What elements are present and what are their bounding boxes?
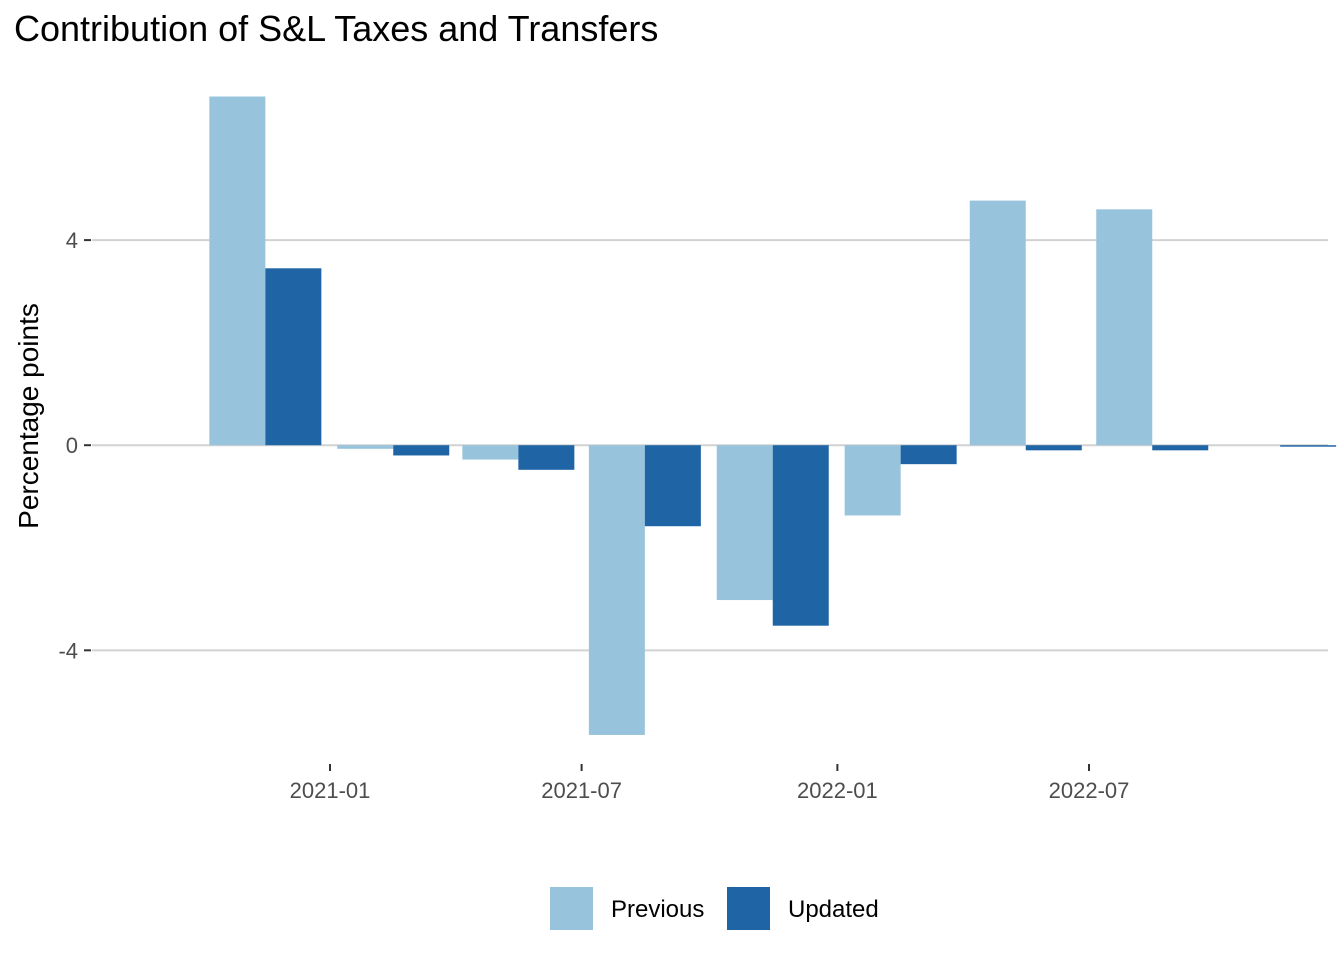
x-tick-label: 2022-01 bbox=[797, 778, 878, 803]
bar-updated bbox=[772, 445, 829, 626]
bar-updated bbox=[1280, 445, 1337, 447]
x-axis: 2021-01 2021-07 2022-01 2022-07 bbox=[290, 764, 1130, 803]
bar-previous bbox=[337, 445, 394, 449]
bar-previous bbox=[209, 96, 266, 446]
bar-previous bbox=[1096, 209, 1153, 446]
bar-previous bbox=[716, 445, 773, 601]
y-tick-label: 4 bbox=[66, 228, 78, 253]
bars bbox=[209, 96, 1337, 735]
bar-previous bbox=[969, 200, 1026, 446]
x-tick-label: 2021-07 bbox=[541, 778, 622, 803]
bar-updated bbox=[265, 268, 322, 446]
chart-title: Contribution of S&L Taxes and Transfers bbox=[14, 8, 659, 49]
bar-updated bbox=[393, 445, 450, 456]
y-tick-label: -4 bbox=[58, 638, 78, 663]
bar-updated bbox=[1025, 445, 1082, 451]
legend-label-updated: Updated bbox=[788, 896, 879, 923]
bar-updated bbox=[1152, 445, 1209, 451]
legend-key-previous bbox=[550, 887, 593, 930]
y-axis-title: Percentage points bbox=[13, 303, 44, 529]
x-tick-label: 2021-01 bbox=[290, 778, 371, 803]
bar-updated bbox=[644, 445, 701, 527]
legend: Previous Updated bbox=[550, 887, 879, 930]
bar-previous bbox=[462, 445, 519, 460]
bar-previous bbox=[844, 445, 901, 516]
legend-key-updated bbox=[727, 887, 770, 930]
bar-previous bbox=[588, 445, 645, 735]
y-axis: -4 0 4 bbox=[58, 228, 91, 663]
bar-updated bbox=[518, 445, 575, 470]
bar-updated bbox=[900, 445, 957, 465]
x-tick-label: 2022-07 bbox=[1049, 778, 1130, 803]
legend-label-previous: Previous bbox=[611, 896, 704, 923]
y-tick-label: 0 bbox=[66, 433, 78, 458]
